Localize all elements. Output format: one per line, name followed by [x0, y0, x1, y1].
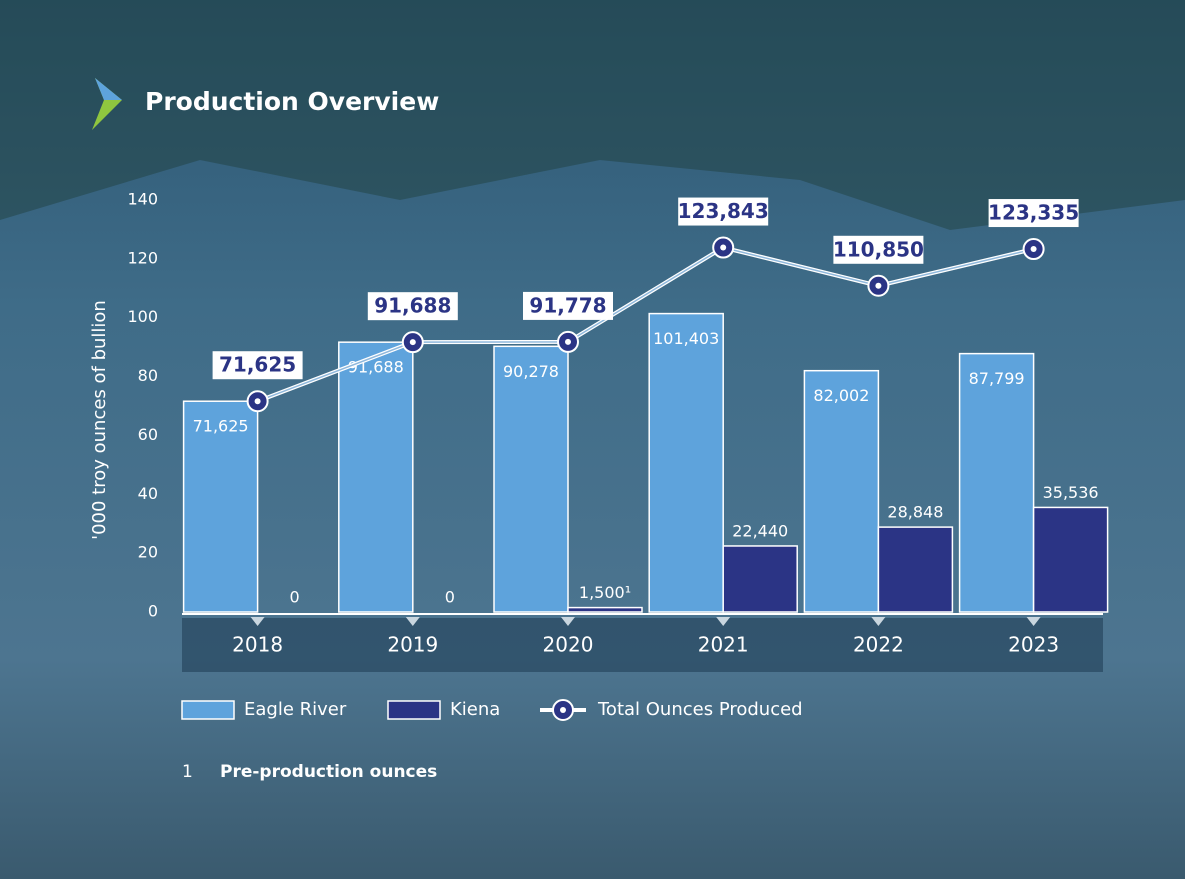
total-label: 123,335	[988, 201, 1079, 225]
bar	[182, 400, 259, 613]
y-tick-label: 0	[148, 602, 158, 621]
x-tick-label: 2022	[853, 633, 904, 657]
legend-swatch	[181, 700, 235, 720]
category-strip	[182, 618, 1103, 672]
footnote-marker: 1	[182, 762, 193, 782]
data-label: 91,688	[348, 358, 404, 377]
data-label: 82,002	[813, 386, 869, 405]
total-label: 91,688	[374, 294, 451, 318]
data-label: 22,440	[732, 521, 788, 540]
x-tick-label: 2021	[698, 633, 749, 657]
data-label: 87,799	[969, 369, 1025, 388]
data-label: 101,403	[653, 329, 719, 348]
backdrop-trees	[0, 0, 1185, 230]
y-tick-label: 140	[127, 190, 158, 209]
total-label-box	[523, 291, 613, 320]
line-inner	[257, 246, 1034, 402]
marker-dot	[720, 244, 727, 251]
title-icon	[95, 78, 122, 100]
legend: Eagle River Kiena Total Ounces Produced	[181, 699, 803, 721]
x-tick-label: 2019	[387, 633, 438, 657]
y-tick-label: 80	[138, 366, 158, 385]
footnote-text: Pre-production ounces	[220, 762, 437, 782]
legend-label: Kiena	[450, 699, 500, 720]
y-tick-label: 40	[138, 484, 158, 503]
total-label: 71,625	[219, 353, 296, 377]
y-tick-label: 60	[138, 425, 158, 444]
legend-label: Eagle River	[244, 699, 347, 720]
marker-dot	[1030, 246, 1037, 253]
total-label-box	[367, 292, 458, 321]
data-label: 1,500¹	[579, 583, 631, 602]
bar	[877, 526, 954, 613]
x-tick-label: 2018	[232, 633, 283, 657]
legend-swatch	[387, 700, 441, 720]
data-label: 71,625	[193, 417, 249, 436]
data-label: 0	[290, 588, 300, 607]
plot: 0 20 40 60 80 100 120 140 2018 2019 2020 2021 2022 20…	[127, 190, 1109, 657]
y-tick-label: 120	[127, 248, 158, 267]
title-icon	[92, 78, 122, 130]
data-label: 35,536	[1043, 483, 1099, 502]
legend-label: Total Ounces Produced	[597, 699, 803, 720]
x-tick-label: 2023	[1008, 633, 1059, 657]
marker-dot	[254, 398, 261, 405]
data-label: 28,848	[887, 503, 943, 522]
bar	[648, 312, 724, 613]
y-tick-label: 20	[138, 543, 158, 562]
axis-pointer	[871, 617, 886, 626]
axis-pointer	[405, 617, 420, 626]
chart-title: Production Overview	[145, 87, 439, 116]
total-label-box	[678, 197, 769, 226]
marker-dot	[565, 338, 571, 345]
total-label-box	[833, 235, 924, 264]
legend-marker-dot	[560, 707, 566, 713]
bar	[803, 369, 880, 613]
total-label-box	[212, 351, 303, 380]
data-label: 90,278	[503, 362, 559, 381]
bar	[722, 545, 798, 613]
bar	[958, 352, 1035, 613]
bar	[338, 341, 414, 613]
bar	[493, 345, 569, 613]
marker-dot	[875, 282, 882, 289]
data-label: 0	[445, 588, 455, 607]
y-axis-label: '000 troy ounces of bullion	[89, 300, 110, 540]
total-label: 123,843	[678, 199, 769, 223]
axis-pointer	[250, 617, 265, 626]
bar	[1032, 506, 1109, 613]
bar	[567, 606, 643, 613]
x-tick-label: 2020	[543, 633, 594, 657]
total-label: 110,850	[833, 237, 924, 261]
axis-pointer	[561, 617, 575, 626]
total-label: 91,778	[529, 293, 606, 317]
marker-dot	[409, 339, 416, 346]
axis-pointer	[716, 617, 731, 626]
total-label-box	[988, 199, 1079, 228]
y-tick-label: 100	[127, 307, 158, 326]
axis-pointer	[1026, 617, 1041, 626]
